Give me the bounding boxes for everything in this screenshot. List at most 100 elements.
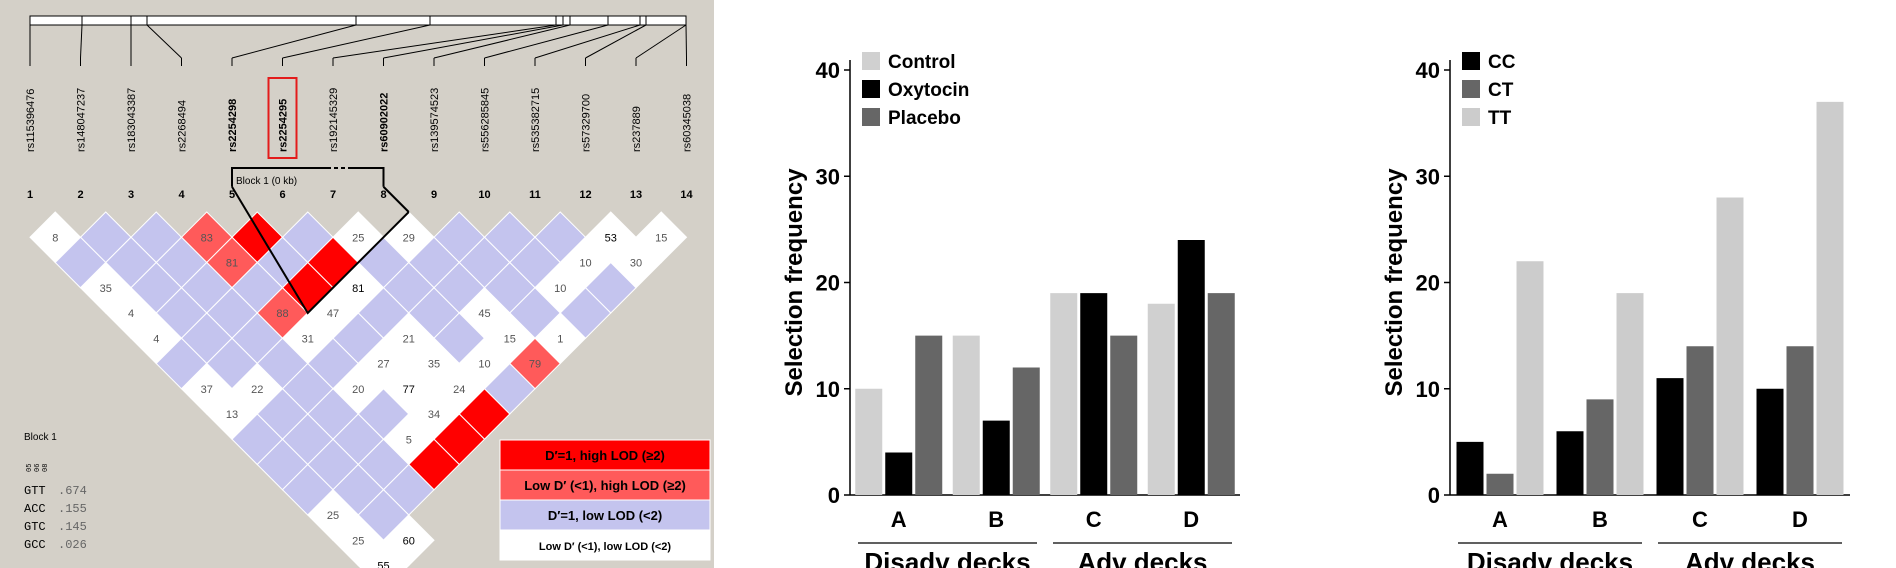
ld-heatmap-panel: rs115396476 1 rs148047237 2 rs183043387 3 rs22… xyxy=(0,0,714,568)
block-outline xyxy=(231,167,327,187)
bar xyxy=(1716,197,1744,495)
x-tick-label: D xyxy=(1183,507,1199,532)
bar xyxy=(1177,240,1205,495)
snp-label: rs237889 xyxy=(631,106,643,152)
legend-label: Placebo xyxy=(888,108,961,129)
ld-cell-value: 15 xyxy=(504,333,516,345)
snp-index-label: 3 xyxy=(128,189,134,201)
snp-label: rs57329700 xyxy=(581,94,593,152)
haplotype-sequence: ACC xyxy=(24,502,46,516)
x-tick-label: A xyxy=(1492,507,1508,532)
legend-label: Oxytocin xyxy=(888,80,969,101)
haplotype-sequence: GTT xyxy=(24,484,46,498)
block-outline xyxy=(351,167,385,187)
snp-label: rs60345038 xyxy=(682,94,694,152)
snp-connector-line xyxy=(383,24,564,59)
ld-cell-value: 29 xyxy=(403,232,415,244)
snp-connector-line xyxy=(231,24,357,59)
ld-cell xyxy=(357,539,410,568)
legend-label: CT xyxy=(1488,80,1514,101)
snp-connector-line xyxy=(484,24,609,59)
snp-index-label: 4 xyxy=(178,189,185,201)
ld-cell-value: 10 xyxy=(478,359,490,371)
ld-cell-value: 8 xyxy=(52,232,58,244)
snp-connector-line xyxy=(635,24,687,59)
y-tick-label: 20 xyxy=(816,271,840,296)
bar xyxy=(1756,388,1784,495)
group-label: Adv decks xyxy=(1077,547,1207,568)
block-outline xyxy=(231,186,410,315)
group-label: Disadv decks xyxy=(864,547,1030,568)
ld-cell-value: 47 xyxy=(327,308,339,320)
snp-label: rs60902022 xyxy=(379,93,391,152)
bar xyxy=(1050,293,1078,495)
haplotype-frequency: .145 xyxy=(58,520,87,534)
y-tick-label: 30 xyxy=(816,164,840,189)
haplotype-sequence: GTC xyxy=(24,520,46,534)
y-tick-label: 30 xyxy=(1416,164,1440,189)
bar xyxy=(915,335,943,495)
x-tick-label: A xyxy=(891,507,907,532)
snp-index-label: 11 xyxy=(529,189,541,201)
haplotype-frequency: .674 xyxy=(58,484,87,498)
ld-cell-value: 88 xyxy=(276,308,288,320)
bar xyxy=(1207,293,1235,495)
group-label: Adv decks xyxy=(1685,547,1815,568)
bar xyxy=(1486,473,1514,495)
x-tick-label: C xyxy=(1086,507,1102,532)
ld-cell-value: 21 xyxy=(403,333,415,345)
snp-index-label: 12 xyxy=(579,189,591,201)
ld-cell-value: 31 xyxy=(302,333,314,345)
snp-label: rs192145329 xyxy=(328,88,340,152)
ld-cell-value: 1 xyxy=(557,333,563,345)
ld-cell-value: 60 xyxy=(403,535,415,547)
ld-legend-label: Low D′ (<1), high LOD (≥2) xyxy=(524,478,686,493)
snp-label: rs139574523 xyxy=(429,88,441,152)
snp-index-label: 8 xyxy=(380,189,386,201)
bar xyxy=(1656,378,1684,495)
x-tick-label: B xyxy=(988,507,1004,532)
ld-legend-label: D′=1, high LOD (≥2) xyxy=(545,448,665,463)
ld-cell-value: 25 xyxy=(352,232,364,244)
ld-cell-value: 15 xyxy=(655,232,667,244)
ld-cell-value: 35 xyxy=(428,359,440,371)
bar xyxy=(855,388,883,495)
snp-index-label: 10 xyxy=(478,189,490,201)
ld-legend-swatch xyxy=(499,529,711,561)
bar xyxy=(1012,367,1040,495)
legend-swatch xyxy=(862,80,880,98)
ld-cell-value: 10 xyxy=(554,283,566,295)
y-tick-label: 40 xyxy=(816,58,840,83)
bar xyxy=(1456,441,1484,495)
legend-swatch xyxy=(862,108,880,126)
snp-label: rs2268494 xyxy=(177,100,189,152)
haplotype-header: 08 xyxy=(42,464,50,472)
ld-legend-swatch xyxy=(499,469,711,501)
ld-legend-swatch xyxy=(499,439,711,471)
ld-cell-value: 77 xyxy=(403,384,415,396)
physical-position-bar xyxy=(29,15,687,26)
legend-label: Control xyxy=(888,52,956,73)
snp-index-label: 2 xyxy=(77,189,83,201)
ld-cell-value: 24 xyxy=(453,384,465,396)
legend-swatch xyxy=(1462,80,1480,98)
haplotype-frequency: .026 xyxy=(58,538,87,552)
ld-cell-value: 37 xyxy=(201,384,213,396)
snp-connector-line xyxy=(685,24,687,59)
ld-cell-value: 35 xyxy=(100,283,112,295)
snp-index-label: 7 xyxy=(330,189,336,201)
snp-index-label: 14 xyxy=(680,189,693,201)
ld-cell-value: 4 xyxy=(153,333,159,345)
haplotype-sequence: GCC xyxy=(24,538,46,552)
ld-cell-value: 4 xyxy=(128,308,134,320)
snp-label: rs556285845 xyxy=(480,88,492,152)
block-outline xyxy=(382,186,410,213)
ld-legend-label: D′=1, low LOD (<2) xyxy=(548,508,662,523)
x-tick-label: C xyxy=(1692,507,1708,532)
ld-cell-value: 27 xyxy=(377,359,389,371)
treatment-bar-chart: 0 10 20 30 40 Selection frequency A B C D Disadv d… xyxy=(781,52,1240,568)
x-tick-label: B xyxy=(1592,507,1608,532)
bar xyxy=(952,335,980,495)
snp-connector-line xyxy=(585,24,647,59)
snp-label: rs183043387 xyxy=(126,88,138,152)
